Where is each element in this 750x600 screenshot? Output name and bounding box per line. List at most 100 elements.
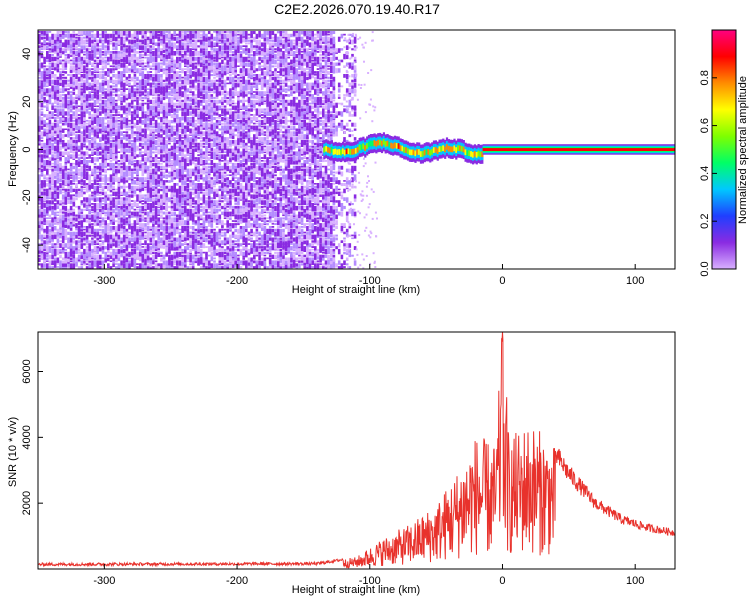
heatmap-cell [199, 257, 203, 261]
heatmap-cell [146, 71, 150, 74]
heatmap-cell [213, 260, 216, 263]
heatmap-cell [149, 134, 153, 137]
heatmap-cell [178, 85, 182, 91]
heatmap-cell [154, 157, 158, 163]
heatmap-cell [109, 251, 113, 256]
heatmap-cell [154, 205, 158, 210]
heatmap-cell [122, 183, 126, 186]
heatmap-cell [186, 246, 190, 251]
heatmap-cell [77, 248, 81, 252]
heatmap-cell [117, 56, 121, 59]
heatmap-cell [136, 99, 139, 106]
heatmap-cell [40, 51, 44, 53]
heatmap-cell [122, 62, 126, 68]
heatmap-cell [51, 33, 54, 39]
heatmap-cell [48, 160, 52, 166]
heatmap-cell [210, 117, 214, 121]
heatmap-cell [168, 125, 171, 128]
heatmap-cell [152, 180, 155, 184]
heatmap-cell [138, 205, 142, 209]
heatmap-cell [93, 246, 97, 252]
heatmap-cell [146, 62, 150, 68]
heatmap-cell [85, 45, 89, 48]
heatmap-cell [213, 148, 216, 153]
heatmap-cell [69, 217, 73, 222]
heatmap-cell [43, 45, 46, 50]
heatmap-cell [51, 151, 54, 154]
heatmap-cell [115, 36, 118, 42]
heatmap-cell [154, 105, 158, 109]
heatmap-cell [154, 56, 158, 61]
heatmap-cell [72, 220, 76, 225]
heatmap-cell [53, 168, 57, 172]
heatmap-cell [144, 188, 147, 191]
heatmap-cell [199, 217, 203, 221]
heatmap-cell [184, 208, 187, 213]
heatmap-cell [53, 125, 57, 131]
heatmap-cell [107, 194, 110, 197]
heatmap-cell [149, 217, 153, 223]
heatmap-cell [186, 200, 190, 204]
heatmap-cell [210, 91, 214, 93]
heatmap-cell [40, 200, 44, 204]
heatmap-cell [184, 94, 187, 100]
heatmap-cell [128, 125, 131, 128]
heatmap-cell [72, 45, 76, 48]
heatmap-cell [46, 217, 49, 220]
heatmap-cell [141, 56, 145, 59]
heatmap-cell [178, 145, 182, 152]
heatmap-cell [67, 160, 70, 164]
heatmap-cell [48, 174, 52, 178]
heatmap-cell [133, 139, 137, 145]
heatmap-cell [53, 119, 57, 122]
heatmap-cell [205, 211, 208, 215]
chart-title: C2E2.2026.070.19.40.R17 [274, 1, 440, 17]
heatmap-cell [197, 82, 200, 86]
heatmap-cell [64, 59, 68, 63]
heatmap-cell [93, 53, 97, 59]
heatmap-cell [144, 131, 147, 136]
heatmap-cell [67, 99, 70, 105]
heatmap-cell [128, 237, 131, 242]
heatmap-cell [138, 48, 142, 51]
heatmap-cell [64, 251, 68, 255]
heatmap-cell [46, 237, 49, 240]
heatmap-cell [93, 231, 97, 237]
heatmap-cell [56, 79, 60, 86]
heatmap-cell [168, 119, 171, 126]
heatmap-cell [141, 151, 145, 154]
heatmap-cell [40, 102, 44, 108]
heatmap-cell [138, 62, 142, 65]
heatmap-cell [130, 185, 134, 191]
heatmap-cell [85, 246, 89, 249]
heatmap-cell [117, 234, 121, 239]
heatmap-cell [48, 205, 52, 211]
heatmap-cell [146, 125, 150, 131]
heatmap-cell [112, 68, 115, 71]
heatmap-cell [85, 168, 89, 171]
heatmap-cell [99, 194, 102, 196]
heatmap-cell [154, 154, 158, 158]
heatmap-cell [184, 108, 187, 113]
heatmap-cell [173, 251, 176, 256]
heatmap-cell [112, 243, 115, 247]
heatmap-cell [93, 257, 97, 261]
heatmap-cell [144, 39, 147, 45]
heatmap-cell [176, 108, 179, 114]
heatmap-cell [75, 234, 78, 239]
heatmap-cell [83, 56, 86, 61]
heatmap-cell [138, 231, 142, 235]
heatmap-cell [93, 33, 97, 38]
heatmap-cell [199, 162, 203, 166]
heatmap-cell [181, 122, 184, 126]
heatmap-cell [191, 142, 195, 145]
heatmap-cell [117, 62, 121, 67]
heatmap-cell [83, 114, 86, 118]
heatmap-cell [69, 139, 73, 145]
heatmap-cell [109, 211, 113, 216]
heatmap-cell [207, 203, 211, 209]
heatmap-cell [178, 151, 182, 156]
heatmap-cell [176, 62, 179, 68]
heatmap-cell [107, 71, 110, 76]
heatmap-cell [157, 65, 160, 70]
